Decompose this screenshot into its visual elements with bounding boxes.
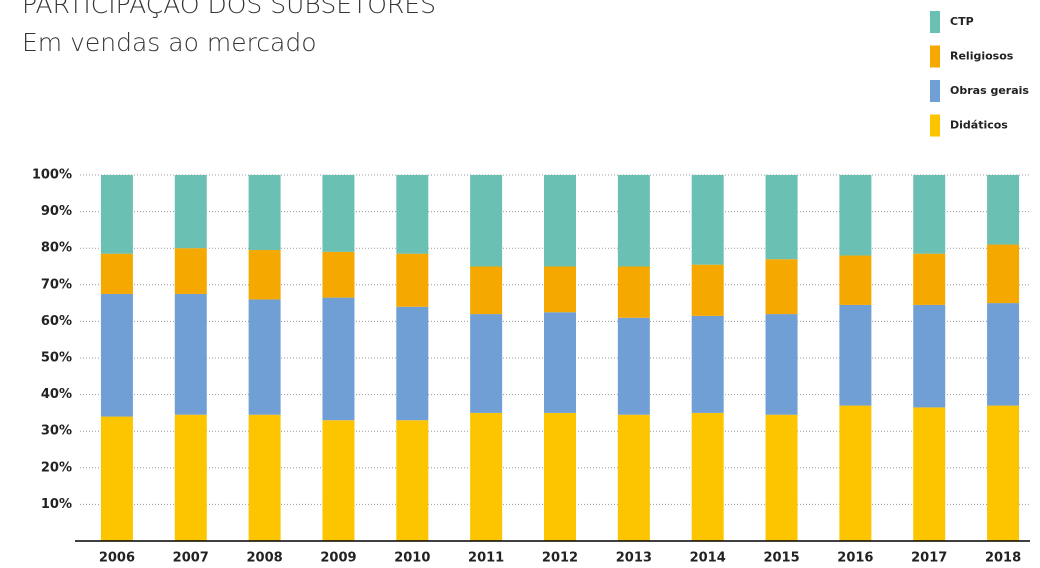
bar-segment bbox=[396, 306, 429, 421]
legend-swatch bbox=[930, 80, 940, 102]
legend-swatch bbox=[930, 114, 940, 137]
bar-segment bbox=[322, 175, 355, 252]
y-tick-label: 90% bbox=[41, 204, 72, 219]
bar-segment bbox=[691, 264, 724, 316]
bar-segment bbox=[470, 314, 503, 413]
bar-segment bbox=[765, 259, 798, 315]
bar-segment bbox=[100, 175, 133, 254]
y-tick-label: 60% bbox=[41, 314, 72, 329]
legend-label: Didáticos bbox=[950, 119, 1008, 132]
y-tick-label: 100% bbox=[32, 168, 72, 183]
x-tick-label: 2009 bbox=[320, 551, 356, 566]
x-tick-label: 2012 bbox=[542, 551, 578, 566]
bar-segment bbox=[617, 414, 650, 541]
chart-title: PARTICIPAÇÃO DOS SUBSETORES bbox=[22, 0, 436, 19]
bar-segment bbox=[174, 248, 207, 294]
y-tick-label: 50% bbox=[41, 351, 72, 366]
bar-segment bbox=[174, 175, 207, 249]
bar-segment bbox=[248, 250, 281, 300]
x-tick-label: 2010 bbox=[394, 551, 430, 566]
bar-segment bbox=[987, 405, 1020, 541]
bar-segment bbox=[839, 304, 872, 406]
x-tick-label: 2008 bbox=[247, 551, 283, 566]
bar-segment bbox=[248, 414, 281, 541]
bar-segment bbox=[987, 303, 1020, 406]
bar-segment bbox=[839, 255, 872, 305]
bar-segment bbox=[396, 420, 429, 541]
bar-segment bbox=[544, 412, 576, 541]
y-tick-label: 20% bbox=[41, 460, 72, 475]
bar-segment bbox=[987, 175, 1020, 245]
x-tick-label: 2006 bbox=[99, 551, 135, 566]
x-tick-label: 2014 bbox=[690, 551, 726, 566]
bar-segment bbox=[100, 293, 133, 417]
bar-segment bbox=[248, 299, 281, 415]
bar-segment bbox=[691, 412, 724, 541]
x-tick-label: 2013 bbox=[616, 551, 652, 566]
bar-segment bbox=[987, 244, 1020, 304]
bar-segment bbox=[913, 175, 946, 254]
y-tick-label: 10% bbox=[41, 497, 72, 512]
bar-segment bbox=[174, 414, 207, 541]
bar-segment bbox=[544, 266, 576, 313]
bar-segment bbox=[544, 312, 576, 413]
x-tick-label: 2011 bbox=[468, 551, 504, 566]
x-tick-label: 2015 bbox=[763, 551, 799, 566]
y-tick-label: 80% bbox=[41, 241, 72, 256]
bar-segment bbox=[765, 314, 798, 415]
bar-segment bbox=[248, 175, 281, 251]
bar-segment bbox=[617, 266, 650, 318]
bar-segment bbox=[322, 251, 355, 298]
bar-segment bbox=[839, 175, 872, 256]
bar-segment bbox=[913, 407, 946, 541]
x-tick-label: 2007 bbox=[173, 551, 209, 566]
legend-label: CTP bbox=[950, 15, 974, 28]
bar-segment bbox=[470, 175, 503, 267]
bar-segment bbox=[913, 253, 946, 305]
bar-segment bbox=[617, 175, 650, 267]
bar-segment bbox=[839, 405, 872, 541]
x-tick-label: 2018 bbox=[985, 551, 1021, 566]
bar-segment bbox=[470, 266, 503, 315]
y-tick-label: 30% bbox=[41, 424, 72, 439]
bar-segment bbox=[544, 175, 576, 267]
legend-label: Religiosos bbox=[950, 50, 1014, 63]
bar-segment bbox=[396, 253, 429, 307]
y-tick-label: 40% bbox=[41, 387, 72, 402]
chart-subtitle: Em vendas ao mercado bbox=[22, 28, 317, 57]
bar-segment bbox=[100, 253, 133, 294]
legend-swatch bbox=[930, 45, 940, 68]
legend-swatch bbox=[930, 11, 940, 33]
y-tick-label: 70% bbox=[41, 277, 72, 292]
bar-segment bbox=[100, 416, 133, 541]
bar-segment bbox=[691, 315, 724, 413]
bar-segment bbox=[691, 175, 724, 265]
bar-segment bbox=[617, 317, 650, 415]
x-tick-label: 2016 bbox=[837, 551, 873, 566]
bar-segment bbox=[396, 175, 429, 254]
bar-segment bbox=[174, 293, 207, 415]
bar-segment bbox=[322, 297, 355, 421]
bar-segment bbox=[913, 304, 946, 408]
x-tick-label: 2017 bbox=[911, 551, 947, 566]
bar-segment bbox=[765, 175, 798, 260]
legend-label: Obras gerais bbox=[950, 84, 1029, 97]
bar-segment bbox=[322, 420, 355, 541]
bar-segment bbox=[470, 412, 503, 541]
bar-segment bbox=[765, 414, 798, 541]
